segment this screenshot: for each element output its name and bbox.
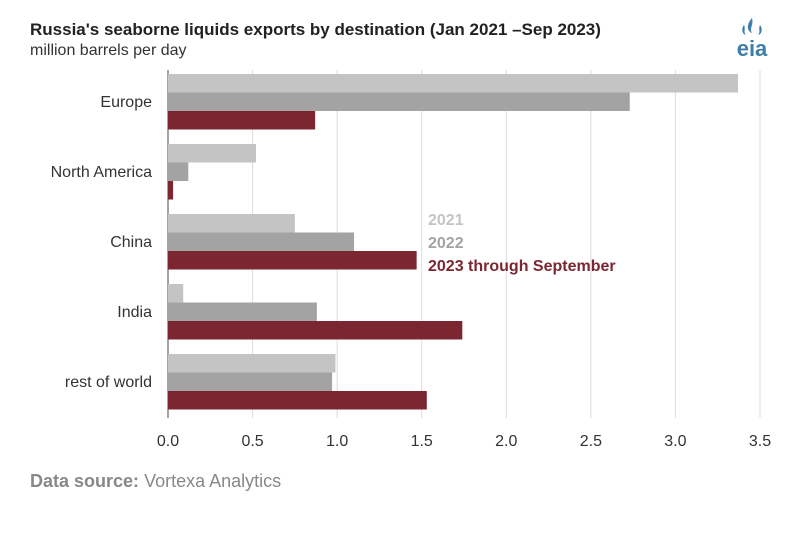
bar-india-1	[168, 302, 317, 321]
data-source-label: Data source:	[30, 471, 140, 491]
bar-china-1	[168, 232, 355, 251]
x-tick-label: 2.5	[580, 433, 602, 450]
bar-europe-2	[168, 111, 316, 130]
data-source-text: Vortexa Analytics	[144, 471, 282, 491]
category-label: India	[117, 304, 152, 321]
bar-north-america-1	[168, 162, 189, 181]
bar-rest-of-world-0	[168, 354, 336, 373]
bar-india-0	[168, 284, 184, 303]
category-label: Europe	[100, 94, 152, 111]
svg-text:eia: eia	[737, 36, 768, 61]
bar-europe-1	[168, 92, 630, 111]
x-tick-label: 3.0	[664, 433, 686, 450]
legend-entry: 2022	[428, 235, 464, 252]
bar-india-2	[168, 321, 463, 340]
category-label: China	[110, 234, 152, 251]
x-tick-label: 0.5	[241, 433, 263, 450]
category-label: rest of world	[65, 374, 152, 391]
x-tick-label: 0.0	[157, 433, 179, 450]
x-tick-label: 1.5	[411, 433, 433, 450]
category-label: North America	[51, 164, 152, 181]
x-tick-label: 1.0	[326, 433, 348, 450]
legend-entry: 2021	[428, 212, 464, 229]
data-source: Data source: Vortexa Analytics	[30, 469, 281, 493]
eia-logo-icon: eia	[737, 18, 768, 61]
x-tick-label: 3.5	[749, 433, 771, 450]
x-tick-label: 2.0	[495, 433, 517, 450]
bar-north-america-2	[168, 181, 174, 200]
bar-china-0	[168, 214, 295, 233]
bar-china-2	[168, 251, 417, 270]
legend-entry: 2023 through September	[428, 258, 616, 275]
bar-north-america-0	[168, 144, 256, 163]
chart-title: Russia's seaborne liquids exports by des…	[30, 20, 601, 39]
bar-europe-0	[168, 74, 739, 93]
bar-rest-of-world-1	[168, 372, 333, 391]
bar-rest-of-world-2	[168, 391, 427, 410]
chart-subtitle: million barrels per day	[30, 42, 187, 59]
